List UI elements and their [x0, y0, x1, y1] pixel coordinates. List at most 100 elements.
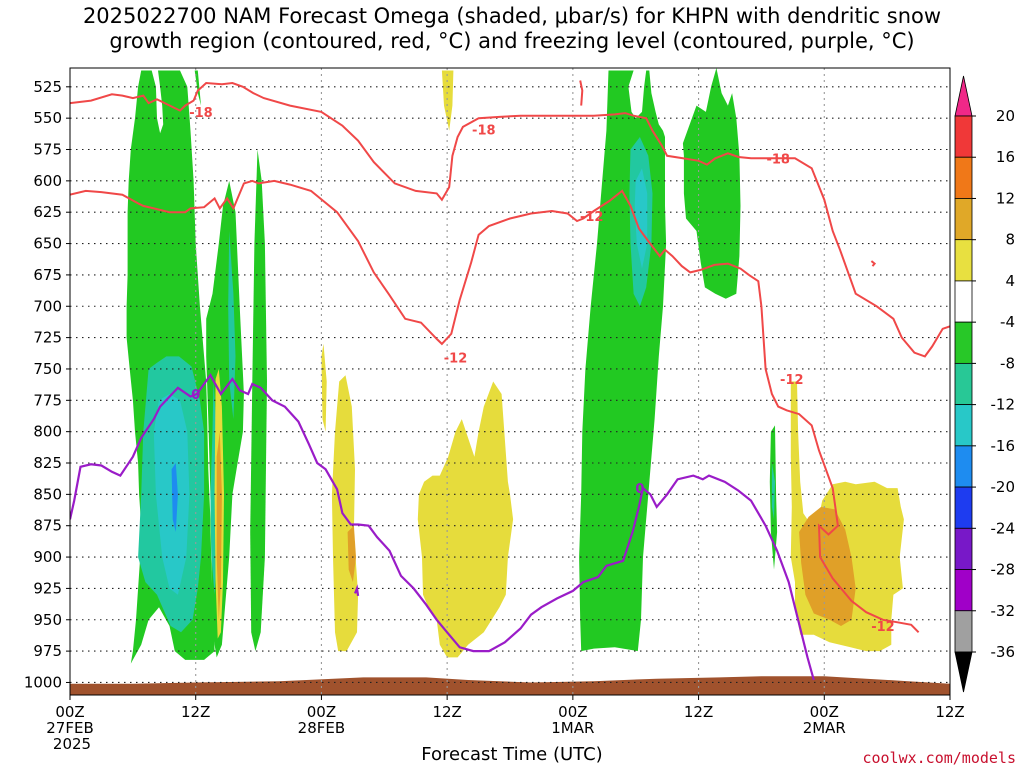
omega-region-yellow-15 [441, 70, 454, 131]
contour-labels: -18 -18 -18 -12 -12 -12 -12 0 0 [189, 106, 895, 635]
colorbar-label-8: -16 [991, 437, 1016, 455]
y-tick-label-875: 875 [33, 517, 62, 535]
chart-title-line-1: 2025022700 NAM Forecast Omega (shaded, μ… [82, 4, 942, 28]
grid-lines [70, 68, 950, 695]
contour-freezing-1 [353, 584, 360, 597]
colorbar-swatch-7 [954, 362, 973, 406]
y-tick-label-575: 575 [33, 141, 62, 159]
colorbar-swatch-9 [954, 445, 973, 488]
colorbar-swatch-5 [954, 280, 973, 323]
omega-region-cyan-12 [153, 394, 190, 595]
y-tick-label-775: 775 [33, 391, 62, 409]
omega-region-orange-24 [799, 506, 856, 626]
colorbar-swatch-11 [954, 527, 973, 570]
y-tick-label-525: 525 [33, 78, 62, 96]
contour-neg12-0 [70, 179, 920, 634]
y-tick-label-800: 800 [33, 423, 62, 441]
y-tick-label-750: 750 [33, 360, 62, 378]
colorbar-label-6: -8 [1000, 354, 1015, 372]
y-tick-label-650: 650 [33, 235, 62, 253]
x-tick-label-36-0: 12Z [432, 703, 461, 721]
contour-label-7: 0 [191, 388, 200, 403]
omega-region-blue-14 [171, 463, 178, 532]
contour-label-1: -18 [472, 123, 496, 138]
omega-region-cyan-13 [634, 168, 648, 269]
contour-neg18-0 [70, 81, 950, 358]
x-tick-label-60-0: 12Z [684, 703, 713, 721]
contour-label-6: -12 [871, 620, 895, 635]
colorbar-swatch-10 [954, 486, 973, 529]
x-tick-label-12-0: 12Z [181, 703, 210, 721]
x-tick-label-84-0: 12Z [935, 703, 964, 721]
plot-frame [69, 67, 951, 696]
omega-region-teal-11 [771, 463, 775, 520]
omega-region-teal-9 [228, 231, 236, 420]
x-tick-label-48-1: 1MAR [551, 719, 594, 737]
omega-region-yellow-20 [973, 71, 1013, 294]
colorbar-label-9: -20 [991, 478, 1016, 496]
contour-label-5: -12 [780, 373, 804, 388]
contour-label-4: -12 [444, 352, 468, 367]
x-tick-label-0-1: 27FEB [46, 719, 93, 737]
x-tick-label-48-0: 00Z [558, 703, 587, 721]
ground-fill [70, 676, 950, 695]
omega-region-green-5 [682, 68, 741, 299]
y-tick-label-725: 725 [33, 329, 62, 347]
y-axis-pressure: 525 550 575 600 625 650 675 700 725 750 775 800 825 8… [24, 78, 70, 691]
contour-label-2: -18 [766, 152, 790, 167]
y-tick-label-950: 950 [33, 611, 62, 629]
colorbar-swatch-1 [954, 115, 973, 158]
colorbar-label-1: 16 [996, 148, 1015, 166]
x-tick-label-0-0: 00Z [55, 703, 84, 721]
omega-region-orange-23 [347, 525, 356, 583]
y-tick-label-625: 625 [33, 203, 62, 221]
colorbar-label-5: -4 [1000, 313, 1015, 331]
colorbar-label-12: -32 [991, 602, 1016, 620]
contour-neg12-1 [870, 260, 877, 267]
colorbar-swatch-13 [954, 610, 973, 653]
y-tick-label-1000: 1000 [24, 673, 62, 691]
colorbar-bottom-arrow [954, 651, 973, 693]
omega-region-orange-22 [216, 431, 222, 620]
omega-region-yellow-18 [331, 375, 359, 652]
x-tick-label-72-0: 00Z [810, 703, 839, 721]
colorbar-label-2: 12 [996, 189, 1015, 207]
contours [70, 80, 950, 681]
chart-title-line-2: growth region (contoured, red, °C) and f… [109, 29, 915, 53]
y-tick-label-975: 975 [33, 642, 62, 660]
colorbar-swatch-8 [954, 404, 973, 447]
contour-label-3: -12 [580, 210, 604, 225]
colorbar-label-13: -36 [991, 643, 1016, 661]
chart-title: 2025022700 NAM Forecast Omega (shaded, μ… [0, 4, 1024, 54]
y-tick-label-600: 600 [33, 172, 62, 190]
credit-link[interactable]: coolwx.com/models [862, 749, 1016, 767]
colorbar-swatch-6 [954, 321, 973, 364]
y-tick-label-900: 900 [33, 548, 62, 566]
x-tick-label-24-0: 00Z [307, 703, 336, 721]
ground-surface [70, 676, 950, 695]
contour-label-8: 0 [635, 482, 644, 497]
colorbar-label-0: 20 [996, 107, 1015, 125]
x-tick-label-0-2: 2025 [53, 735, 91, 753]
y-tick-label-675: 675 [33, 266, 62, 284]
colorbar-swatch-3 [954, 198, 973, 241]
x-tick-label-24-1: 28FEB [298, 719, 345, 737]
y-tick-label-550: 550 [33, 109, 62, 127]
colorbar-label-3: 8 [1005, 231, 1015, 249]
colorbar-top-arrow [954, 75, 973, 117]
y-tick-label-825: 825 [33, 454, 62, 472]
omega-region-yellow-17 [321, 343, 327, 432]
y-tick-label-850: 850 [33, 485, 62, 503]
colorbar-swatch-2 [954, 156, 973, 199]
omega-region-yellow-19 [417, 381, 514, 658]
colorbar-swatch-4 [954, 239, 973, 282]
colorbar-swatch-12 [954, 569, 973, 612]
colorbar-label-10: -24 [991, 519, 1016, 537]
omega-region-green-3 [194, 70, 201, 106]
colorbar-label-4: 4 [1005, 272, 1015, 290]
contour-freezing-0 [70, 373, 815, 681]
contour-label-0: -18 [189, 106, 213, 121]
x-axis-title: Forecast Time (UTC) [421, 744, 603, 765]
